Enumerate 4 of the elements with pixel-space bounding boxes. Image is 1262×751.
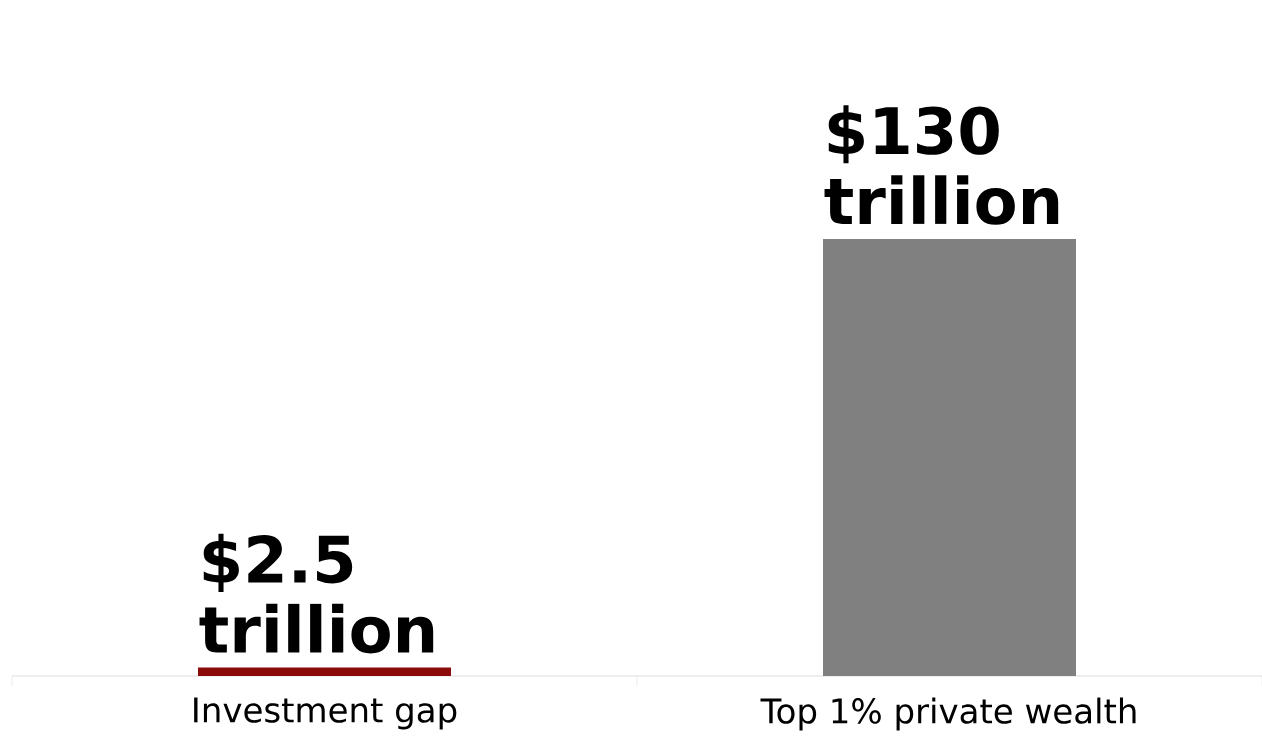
x-tick-label: Investment gap: [194, 697, 457, 730]
data-label: $130 trillion: [824, 105, 1059, 225]
x-tick-label: Top 1% private wealth: [760, 697, 1136, 731]
data-label: $2.5 trillion: [199, 533, 434, 654]
